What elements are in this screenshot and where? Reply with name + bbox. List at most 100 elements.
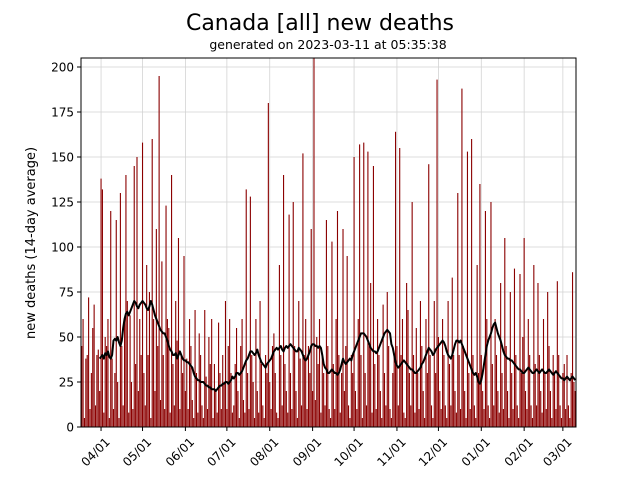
bar	[233, 405, 235, 427]
bar	[242, 400, 245, 427]
y-tick-label: 125	[51, 196, 74, 210]
bar	[106, 346, 108, 427]
bar	[251, 355, 253, 427]
bar	[93, 304, 95, 427]
bar	[331, 241, 333, 427]
bar	[486, 319, 488, 427]
bar	[477, 373, 480, 427]
bar	[328, 409, 330, 427]
bar	[556, 281, 558, 427]
bar	[403, 412, 405, 427]
y-tick-label: 75	[59, 286, 74, 300]
bar	[476, 265, 478, 427]
bar	[175, 301, 177, 427]
bar	[471, 139, 473, 427]
bar	[81, 346, 83, 427]
bar	[336, 211, 339, 427]
bar	[448, 364, 451, 427]
bar	[323, 373, 325, 427]
bar	[454, 391, 456, 427]
bar	[317, 364, 319, 427]
bar	[551, 418, 553, 427]
bar	[231, 412, 233, 427]
bar	[140, 355, 142, 427]
bar	[571, 272, 574, 427]
bar	[368, 346, 370, 427]
bar	[165, 205, 167, 427]
bar	[487, 405, 489, 427]
bar	[115, 220, 117, 427]
bar	[300, 405, 303, 427]
bar	[151, 139, 153, 427]
bar	[197, 412, 199, 427]
bar	[370, 283, 372, 427]
bar	[505, 346, 507, 427]
bar	[96, 355, 98, 427]
bar	[206, 409, 209, 427]
bar	[229, 319, 231, 427]
bar	[554, 373, 556, 427]
bar	[274, 373, 276, 427]
bar	[205, 376, 207, 427]
bar	[325, 220, 327, 427]
bar	[367, 151, 369, 427]
bar	[256, 391, 258, 427]
bar	[253, 418, 256, 427]
bar	[209, 364, 211, 427]
bar	[566, 355, 568, 427]
bar	[262, 405, 264, 427]
bar	[88, 297, 90, 427]
bar	[144, 405, 146, 427]
bar	[574, 391, 576, 427]
bar	[306, 409, 308, 427]
bar	[461, 88, 463, 427]
bar	[430, 405, 433, 427]
bar	[542, 319, 545, 427]
bar	[468, 373, 470, 427]
bar	[444, 405, 446, 427]
bar	[226, 409, 228, 427]
bar	[458, 355, 460, 427]
bar	[408, 373, 410, 427]
bar	[537, 283, 539, 427]
bar	[146, 265, 148, 427]
bar	[277, 418, 279, 427]
bar	[112, 409, 115, 427]
bar	[498, 412, 500, 427]
bar	[129, 315, 131, 427]
bar	[82, 319, 84, 427]
bar	[440, 409, 442, 427]
bar	[494, 319, 496, 427]
bar	[349, 418, 351, 427]
bar	[446, 418, 448, 427]
bar	[255, 319, 257, 427]
bar	[504, 238, 506, 427]
bar	[135, 364, 137, 427]
bar	[168, 328, 170, 427]
bar	[523, 238, 525, 427]
bar	[390, 418, 392, 427]
y-tick-label: 175	[51, 106, 74, 120]
bar	[359, 144, 361, 427]
bar	[364, 373, 366, 427]
bar	[125, 175, 127, 427]
bar	[208, 337, 210, 427]
bar	[321, 355, 323, 427]
bar	[502, 409, 504, 427]
bar	[414, 412, 416, 427]
bar	[157, 346, 159, 427]
bar	[310, 229, 312, 427]
bar	[462, 346, 464, 427]
bar	[281, 405, 283, 427]
bar	[560, 418, 563, 427]
bar	[343, 391, 345, 427]
bar	[278, 265, 280, 427]
bar	[520, 373, 522, 427]
bar	[288, 214, 290, 427]
bar	[263, 418, 265, 427]
bar	[194, 310, 196, 427]
bar	[193, 418, 195, 427]
bar	[338, 355, 340, 427]
bar	[230, 373, 232, 427]
bar	[356, 409, 358, 427]
